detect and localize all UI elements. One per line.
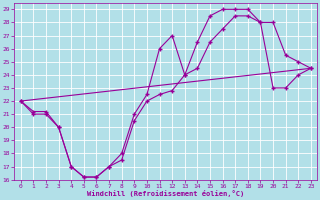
X-axis label: Windchill (Refroidissement éolien,°C): Windchill (Refroidissement éolien,°C) [87,190,244,197]
